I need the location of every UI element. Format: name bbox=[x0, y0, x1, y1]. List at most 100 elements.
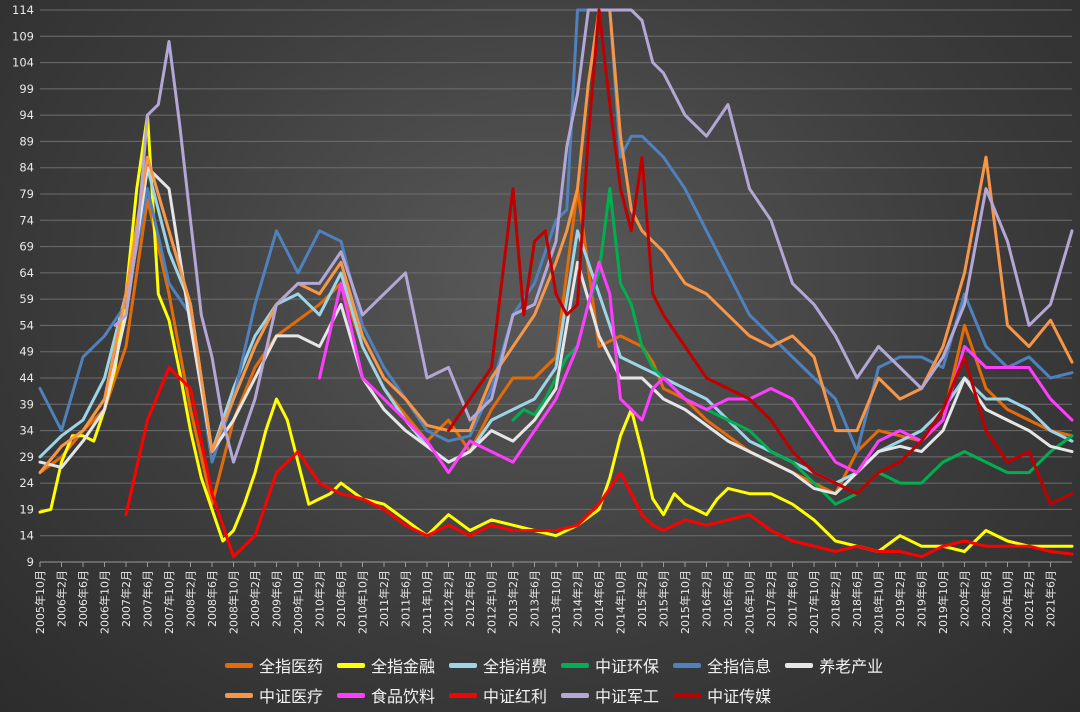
legend-swatch bbox=[225, 662, 253, 668]
x-tick-label: 2009年6月 bbox=[270, 570, 284, 627]
legend-swatch bbox=[449, 662, 478, 668]
legend-swatch bbox=[337, 662, 366, 668]
x-tick-label: 2018年2月 bbox=[829, 570, 843, 627]
x-tick-label: 2012年6月 bbox=[463, 570, 477, 627]
x-tick-label: 2018年6月 bbox=[850, 570, 864, 627]
x-tick-label: 2019年10月 bbox=[936, 570, 950, 634]
x-tick-label: 2015年2月 bbox=[635, 570, 649, 627]
legend-label: 中证军工 bbox=[595, 687, 660, 706]
x-tick-label: 2017年6月 bbox=[786, 570, 800, 627]
x-tick-label: 2008年2月 bbox=[184, 570, 198, 627]
legend-item: 养老产业 bbox=[785, 653, 883, 677]
legend-swatch bbox=[225, 692, 253, 698]
x-tick-label: 2007年2月 bbox=[119, 570, 133, 627]
y-tick-label: 99 bbox=[19, 82, 34, 96]
legend-swatch bbox=[449, 692, 478, 698]
x-tick-label: 2014年6月 bbox=[592, 570, 606, 627]
x-tick-label: 2013年6月 bbox=[528, 570, 542, 627]
x-tick-label: 2021年2月 bbox=[1022, 570, 1036, 627]
x-tick-label: 2019年2月 bbox=[893, 570, 907, 627]
y-tick-label: 9 bbox=[27, 555, 34, 569]
legend-item: 中证医疗 bbox=[225, 683, 323, 707]
legend-swatch bbox=[561, 692, 590, 698]
y-tick-label: 104 bbox=[12, 56, 34, 70]
y-tick-label: 19 bbox=[19, 502, 34, 516]
y-tick-label: 94 bbox=[19, 108, 34, 122]
series-line bbox=[447, 8, 1074, 506]
series-line bbox=[38, 8, 1074, 475]
x-tick-label: 2009年10月 bbox=[291, 570, 305, 634]
y-tick-label: 114 bbox=[12, 3, 34, 17]
legend-label: 食品饮料 bbox=[371, 687, 436, 706]
y-tick-label: 14 bbox=[19, 529, 34, 543]
series-line bbox=[318, 260, 1074, 475]
legend-row-2: 中证医疗 食品饮料 中证红利 中证军工 中证传媒 bbox=[225, 680, 875, 710]
legend-swatch bbox=[337, 692, 366, 698]
series-line bbox=[38, 113, 1074, 553]
y-tick-label: 39 bbox=[19, 397, 34, 411]
series-line bbox=[124, 366, 1074, 559]
legend-item: 中证环保 bbox=[561, 653, 659, 677]
y-tick-label: 89 bbox=[19, 134, 34, 148]
legend-label: 中证环保 bbox=[595, 657, 660, 676]
series-line bbox=[113, 8, 1074, 464]
y-tick-label: 74 bbox=[19, 213, 34, 227]
y-tick-label: 29 bbox=[19, 450, 34, 464]
legend-row-1: 全指医药 全指金融 全指消费 中证环保 全指信息 养老产业 bbox=[225, 650, 883, 680]
legend-swatch bbox=[561, 662, 590, 668]
legend: 全指医药 全指金融 全指消费 中证环保 全指信息 养老产业 中证医疗 食品饮料 … bbox=[225, 650, 883, 710]
x-tick-label: 2011年2月 bbox=[377, 570, 391, 627]
legend-item: 全指医药 bbox=[225, 653, 323, 677]
x-axis: 2005年10月 2006年2月 2006年6月 2006年10月 2007年2月 200… bbox=[33, 562, 1058, 634]
legend-label: 养老产业 bbox=[819, 657, 884, 676]
legend-item: 中证传媒 bbox=[673, 683, 771, 707]
x-tick-label: 2013年10月 bbox=[549, 570, 563, 634]
legend-item: 全指信息 bbox=[673, 653, 771, 677]
y-tick-label: 59 bbox=[19, 292, 34, 306]
legend-item: 食品饮料 bbox=[337, 683, 435, 707]
legend-swatch bbox=[785, 662, 814, 668]
x-tick-label: 2016年6月 bbox=[721, 570, 735, 627]
legend-item: 全指消费 bbox=[449, 653, 547, 677]
legend-label: 全指信息 bbox=[707, 657, 772, 676]
x-tick-label: 2017年2月 bbox=[764, 570, 778, 627]
x-tick-label: 2011年10月 bbox=[420, 570, 434, 634]
x-tick-label: 2007年6月 bbox=[141, 570, 155, 627]
x-tick-label: 2008年10月 bbox=[227, 570, 241, 634]
legend-swatch bbox=[673, 692, 702, 698]
x-tick-label: 2005年10月 bbox=[33, 570, 47, 634]
x-tick-label: 2010年10月 bbox=[356, 570, 370, 634]
x-tick-label: 2015年6月 bbox=[657, 570, 671, 627]
legend-label: 全指金融 bbox=[371, 657, 436, 676]
x-tick-label: 2014年2月 bbox=[571, 570, 585, 627]
y-axis: 9 14 19 24 29 34 39 44 49 54 59 64 69 74 79 84 89 94 99 104… bbox=[12, 3, 34, 569]
x-tick-label: 2010年2月 bbox=[313, 570, 327, 627]
y-tick-label: 54 bbox=[19, 318, 34, 332]
x-tick-label: 2006年10月 bbox=[98, 570, 112, 634]
y-tick-label: 84 bbox=[19, 161, 34, 175]
x-tick-label: 2009年2月 bbox=[248, 570, 262, 627]
y-tick-label: 24 bbox=[19, 476, 34, 490]
x-tick-label: 2014年10月 bbox=[614, 570, 628, 634]
y-tick-label: 64 bbox=[19, 266, 34, 280]
x-tick-label: 2010年6月 bbox=[334, 570, 348, 627]
x-tick-label: 2013年2月 bbox=[506, 570, 520, 627]
series-lines bbox=[38, 8, 1074, 559]
legend-label: 全指医药 bbox=[259, 657, 324, 676]
x-tick-label: 2015年10月 bbox=[678, 570, 692, 634]
series-line bbox=[38, 187, 1074, 506]
x-tick-label: 2008年6月 bbox=[205, 570, 219, 627]
x-tick-label: 2012年10月 bbox=[485, 570, 499, 634]
y-tick-label: 34 bbox=[19, 424, 34, 438]
x-tick-label: 2018年10月 bbox=[872, 570, 886, 634]
x-tick-label: 2020年6月 bbox=[979, 570, 993, 627]
x-tick-label: 2016年2月 bbox=[700, 570, 714, 627]
legend-swatch bbox=[673, 662, 702, 668]
y-tick-label: 109 bbox=[12, 29, 34, 43]
legend-label: 中证红利 bbox=[483, 687, 548, 706]
legend-label: 全指消费 bbox=[483, 657, 548, 676]
x-tick-label: 2016年10月 bbox=[743, 570, 757, 634]
x-tick-label: 2012年2月 bbox=[442, 570, 456, 627]
x-tick-label: 2006年6月 bbox=[76, 570, 90, 627]
